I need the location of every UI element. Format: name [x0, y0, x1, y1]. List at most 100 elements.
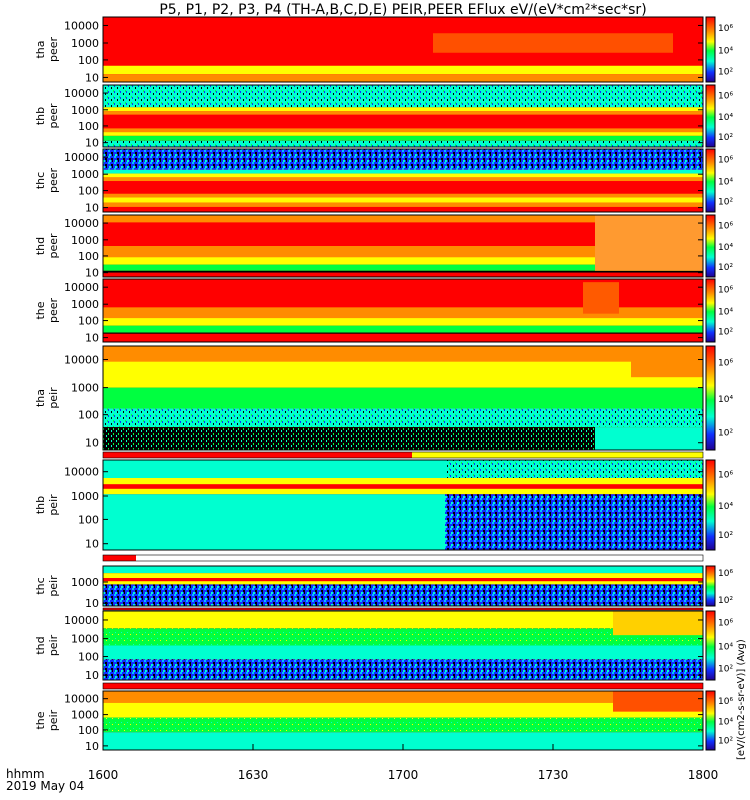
panel-frame	[102, 148, 704, 213]
y-tick-label: 1000	[71, 104, 99, 117]
y-tick-label: 100	[78, 120, 99, 133]
y-tick-label: 1000	[71, 490, 99, 503]
panel-probe-label: thd	[34, 237, 47, 255]
panel-the-peir: 10 100 1000 10000 the peir 10² 10⁴ 10⁶	[34, 690, 733, 753]
y-tick-label: 10	[85, 71, 99, 84]
panel-species-label: peer	[47, 37, 60, 63]
flag-segment	[103, 452, 412, 458]
colorbar	[706, 85, 715, 147]
x-tick-label: 1800	[687, 768, 719, 782]
colorbar-tick-label: 10⁶	[718, 155, 733, 165]
spectrum-band	[445, 494, 703, 550]
colorbar	[706, 279, 715, 342]
spectrum-band	[103, 169, 703, 174]
y-tick-label: 100	[78, 54, 99, 67]
spectrum-band	[103, 702, 703, 718]
spectrum-band	[103, 361, 703, 388]
y-tick-label: 1000	[71, 382, 99, 395]
flag-segment	[103, 608, 703, 610]
y-tick-label: 10	[85, 669, 99, 682]
flag-segment	[136, 555, 703, 561]
colorbar-frame	[705, 690, 716, 751]
y-tick-label: 1000	[71, 576, 99, 589]
panel-probe-label: the	[34, 711, 47, 729]
flag-frame	[102, 682, 704, 690]
spectrum-band	[103, 65, 703, 75]
panel-frame	[102, 84, 704, 148]
x-tick-label: 1600	[87, 768, 119, 782]
panel-frame	[102, 278, 704, 343]
spectrum-band	[103, 717, 703, 733]
panel-frame	[102, 16, 704, 83]
panel-species-label: peer	[47, 298, 60, 324]
time-format-label: hhmm	[6, 767, 45, 781]
y-tick-label: 10000	[64, 217, 99, 230]
flag-frame	[102, 554, 704, 562]
spectrum-band	[103, 494, 445, 550]
spectrum-band	[595, 427, 703, 450]
spectrum-band	[103, 581, 703, 585]
spectrum-band	[103, 346, 703, 362]
panel-thc-peir: 10 1000 thc peir 10² 10⁶	[34, 565, 733, 610]
colorbar-frame	[705, 345, 716, 451]
spectrum-band	[103, 566, 703, 574]
y-tick-label: 10	[85, 332, 99, 345]
colorbar	[706, 346, 715, 450]
spectrum-band	[595, 215, 703, 271]
y-tick-label: 10000	[64, 693, 99, 706]
spectrum-band	[103, 578, 703, 582]
flag-frame	[102, 607, 704, 611]
x-tick-label: 1630	[237, 768, 269, 782]
spectrum-band	[103, 611, 703, 629]
spectrum-band	[103, 584, 703, 606]
colorbar-tick-label: 10²	[718, 133, 733, 143]
panel-species-label: peer	[47, 103, 60, 129]
colorbar-frame	[705, 16, 716, 83]
flag-segment	[412, 452, 703, 458]
spectrum-band	[103, 128, 703, 133]
panel-probe-label: the	[34, 301, 47, 319]
spectrum-band	[103, 387, 703, 409]
panel-probe-label: thb	[34, 107, 47, 125]
quality-flag-bar	[102, 682, 704, 690]
colorbar	[706, 460, 715, 550]
spectrum-band	[103, 107, 703, 112]
chart-title: P5, P1, P2, P3, P4 (TH-A,B,C,D,E) PEIR,P…	[159, 2, 647, 18]
flag-frame	[102, 451, 704, 459]
colorbar-tick-label: 10⁴	[718, 502, 733, 512]
spectrum-band	[445, 460, 703, 478]
y-tick-label: 100	[78, 315, 99, 328]
colorbar-tick-label: 10²	[718, 198, 733, 208]
quality-flag-bar	[102, 554, 704, 562]
colorbar-tick-label: 10²	[718, 665, 733, 675]
spectrum-band	[103, 206, 703, 212]
spectrum-band	[103, 135, 703, 141]
y-tick-label: 10000	[64, 151, 99, 164]
spectrum-band	[103, 222, 703, 246]
spectrum-band	[103, 202, 703, 207]
date-label: 2019 May 04	[6, 779, 85, 793]
spectrum-band	[103, 408, 703, 428]
colorbar-tick-label: 10²	[718, 67, 733, 77]
panel-probe-label: tha	[34, 389, 47, 407]
spectrum-band	[103, 132, 703, 136]
colorbar-tick-label: 10⁶	[718, 569, 733, 579]
colorbar-tick-label: 10⁶	[718, 697, 733, 707]
spectrum-band	[103, 246, 703, 258]
spectrum-band	[103, 307, 703, 319]
spectrum-band	[103, 325, 703, 333]
x-tick-label: 1700	[387, 768, 419, 782]
panel-probe-label: tha	[34, 40, 47, 58]
panel-species-label: peir	[47, 575, 60, 597]
colorbar-tick-label: 10⁴	[718, 718, 733, 728]
spectrum-band	[103, 177, 703, 182]
colorbar-frame	[705, 84, 716, 148]
panel-frame	[102, 610, 704, 681]
spectrum-band	[103, 460, 445, 478]
y-tick-label: 1000	[71, 298, 99, 311]
colorbar-label: [eV/(cm2-s-sr-eV)] (Avg)	[736, 639, 747, 760]
panel-tha-peer: 10 100 1000 10000 tha peer 10² 10⁴ 10⁶	[34, 16, 733, 84]
panel-species-label: peer	[47, 233, 60, 259]
panel-probe-label: thb	[34, 496, 47, 514]
x-tick-label: 1730	[537, 768, 569, 782]
